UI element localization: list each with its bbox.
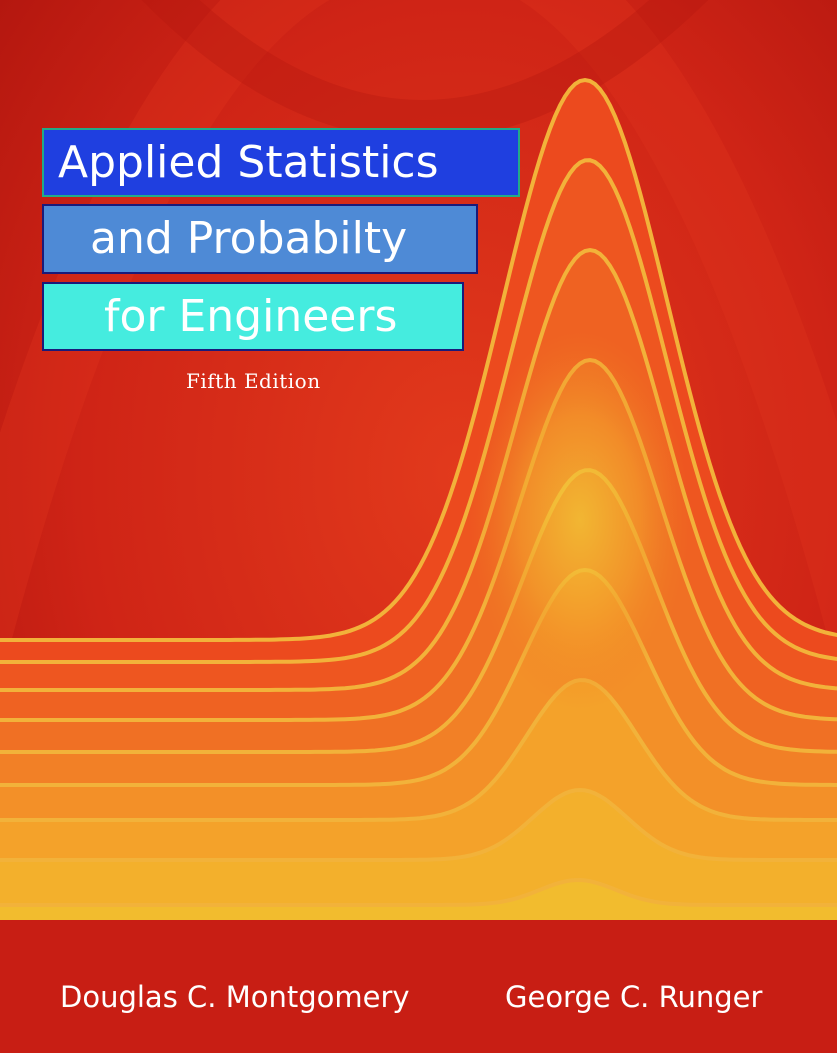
curve-edge-3 (0, 247, 837, 692)
background-arc-top (141, 0, 709, 140)
curve-core-glow (470, 330, 690, 710)
title-line-2: and Probabilty (42, 204, 478, 274)
edition-label: Fifth Edition (186, 369, 321, 393)
title-line-2-text: and Probabilty (90, 213, 408, 264)
title-line-3-text: for Engineers (104, 290, 398, 342)
curve-edge-8 (0, 787, 837, 862)
title-line-1-text: Applied Statistics (58, 136, 439, 188)
cover-floor (0, 920, 837, 1053)
background-arc-right (519, 0, 837, 673)
curve-edge-1 (0, 77, 837, 642)
author-1: Douglas C. Montgomery (60, 980, 410, 1014)
curve-edge-2 (0, 158, 837, 664)
curve-edge-7 (0, 678, 837, 822)
curve-edge-6 (0, 567, 837, 787)
title-line-3: for Engineers (42, 282, 464, 351)
author-2: George C. Runger (505, 980, 763, 1014)
author-names: Douglas C. Montgomery George C. Runger (0, 980, 837, 1032)
curve-edge-9 (0, 877, 837, 907)
curve-edge-5 (0, 468, 837, 754)
title-line-1: Applied Statistics (42, 128, 520, 197)
curve-edge-4 (0, 357, 837, 722)
